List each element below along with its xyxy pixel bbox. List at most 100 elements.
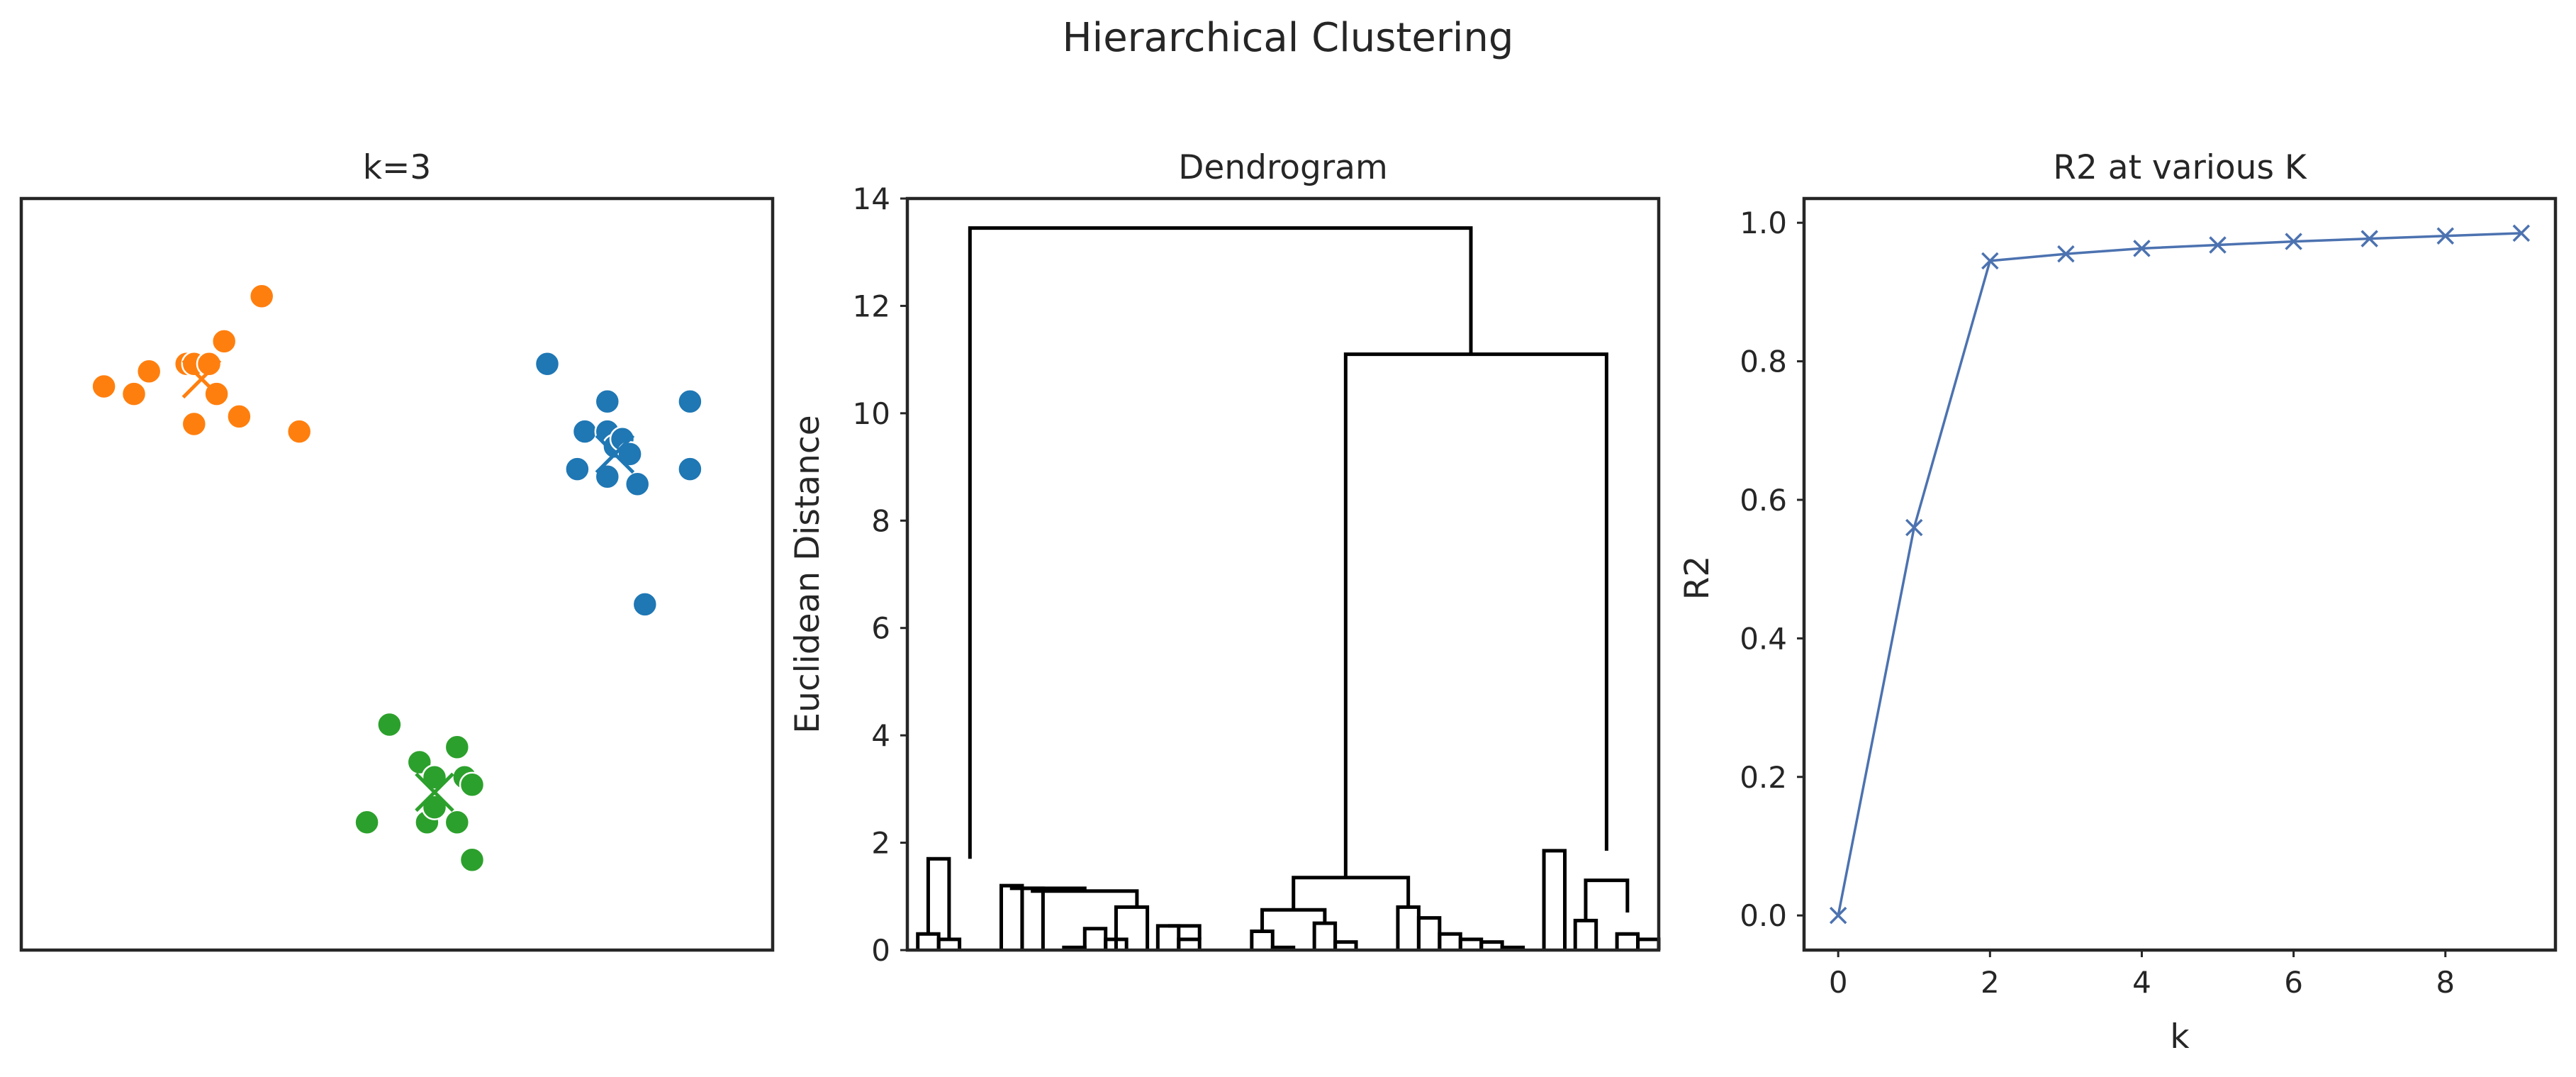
r2-point (2209, 236, 2227, 254)
y-tick-label: 6 (871, 611, 890, 646)
dendrogram-link (1333, 940, 1358, 950)
r2-frame (1802, 196, 2558, 952)
r2-point (2361, 230, 2378, 247)
scatter-point (226, 403, 252, 430)
y-tick: 0 (871, 933, 907, 968)
r2-series-line (1837, 232, 2521, 916)
x-tick-label: 4 (2132, 965, 2151, 1000)
y-tick-label: 0.4 (1740, 621, 1787, 656)
y-tick: 6 (871, 611, 907, 646)
y-tick: 0.6 (1740, 483, 1804, 518)
scatter-point (421, 794, 448, 820)
r2-point (2285, 233, 2302, 250)
dendrogram-frame (905, 196, 1661, 952)
x-tick: 2 (1981, 950, 2000, 1000)
y-tick-label: 14 (853, 182, 890, 216)
dendrogram-link (926, 856, 951, 939)
scatter-marks (91, 283, 703, 874)
y-tick-label: 0.8 (1740, 345, 1787, 379)
scatter-point (594, 463, 621, 490)
scatter-frame (19, 196, 775, 952)
dendrogram-link (1312, 921, 1338, 950)
centroid-marker (595, 434, 635, 474)
r2-point (2436, 227, 2454, 245)
y-tick: 1.0 (1740, 206, 1804, 240)
scatter-point (135, 358, 162, 385)
y-tick: 2 (871, 826, 907, 861)
scatter-point (459, 771, 486, 798)
y-tick: 0.4 (1740, 621, 1804, 656)
dendrogram-link (1114, 905, 1150, 950)
dendrogram-link (936, 937, 962, 950)
dendrogram-link (1292, 876, 1411, 910)
x-tick-label: 0 (1829, 965, 1848, 1000)
r2-x-ticks: 0 2 4 6 8 (1829, 950, 2455, 1000)
scatter-point (632, 591, 659, 618)
dendrogram-link (1573, 918, 1598, 950)
scatter-point (571, 418, 598, 445)
dendrogram-link (1177, 937, 1202, 950)
scatter-panel: k=3 (19, 148, 775, 952)
x-tick-label: 6 (2284, 965, 2303, 1000)
scatter-point (444, 809, 471, 836)
r2-y-label: R2 (1678, 556, 1717, 601)
y-tick: 0.2 (1740, 760, 1804, 795)
dendrogram-link (1168, 924, 1202, 939)
dendrogram-link (1542, 849, 1567, 950)
r2-point (1905, 518, 1923, 537)
dendrogram-link (1009, 886, 1087, 891)
y-tick-label: 0 (871, 933, 890, 968)
dendrogram-link (1343, 352, 1608, 878)
r2-point (2057, 245, 2075, 263)
r2-marks (1829, 224, 2531, 925)
dendrogram-link (968, 226, 1473, 859)
y-tick-label: 0.2 (1740, 760, 1787, 795)
scatter-point (421, 764, 448, 791)
x-tick: 6 (2284, 950, 2303, 1000)
y-tick: 0.0 (1740, 898, 1804, 933)
x-tick-label: 8 (2436, 965, 2455, 1000)
scatter-point (534, 350, 561, 377)
r2-y-ticks: 0.0 0.2 0.4 0.6 0.8 1.0 (1740, 206, 1804, 933)
scatter-point (196, 350, 223, 377)
scatter-point (211, 328, 237, 355)
dendrogram-link (1584, 878, 1630, 921)
scatter-point (624, 471, 651, 498)
y-tick-label: 10 (853, 396, 890, 431)
r2-title: R2 at various K (2053, 148, 2307, 187)
dendrogram-panel: Dendrogram 0 2 4 6 8 10 12 14 Euclidean Distanc… (788, 148, 1661, 968)
y-tick-label: 12 (853, 289, 890, 323)
scatter-point (564, 456, 590, 482)
r2-point (1981, 252, 1999, 270)
x-tick: 0 (1829, 950, 1848, 1000)
scatter-point (121, 381, 147, 407)
y-tick-label: 2 (871, 826, 890, 861)
y-tick: 4 (871, 718, 907, 753)
r2-point (2512, 224, 2531, 242)
scatter-point (617, 441, 643, 467)
y-tick-label: 8 (871, 503, 890, 538)
y-tick: 14 (853, 182, 907, 216)
r2-point (1829, 906, 1847, 925)
scatter-title: k=3 (363, 148, 432, 187)
scatter-point (286, 418, 313, 445)
x-tick-label: 2 (1981, 965, 2000, 1000)
scatter-point (459, 847, 486, 874)
dendrogram-y-label: Euclidean Distance (788, 415, 827, 733)
dendrogram-y-ticks: 0 2 4 6 8 10 12 14 (853, 182, 907, 968)
scatter-point (444, 734, 471, 761)
y-tick-label: 0.0 (1740, 898, 1787, 933)
scatter-point (181, 411, 208, 437)
y-tick-label: 1.0 (1740, 206, 1787, 240)
dendrogram-title: Dendrogram (1178, 148, 1388, 187)
r2-x-label: k (2170, 1017, 2190, 1056)
scatter-point (248, 283, 275, 310)
y-tick: 10 (853, 396, 907, 431)
scatter-point (594, 388, 621, 415)
centroid-marker (181, 359, 222, 399)
figure-title: Hierarchical Clustering (1063, 15, 1514, 61)
x-tick: 8 (2436, 950, 2455, 1000)
scatter-point (677, 456, 703, 482)
scatter-point (91, 373, 117, 400)
